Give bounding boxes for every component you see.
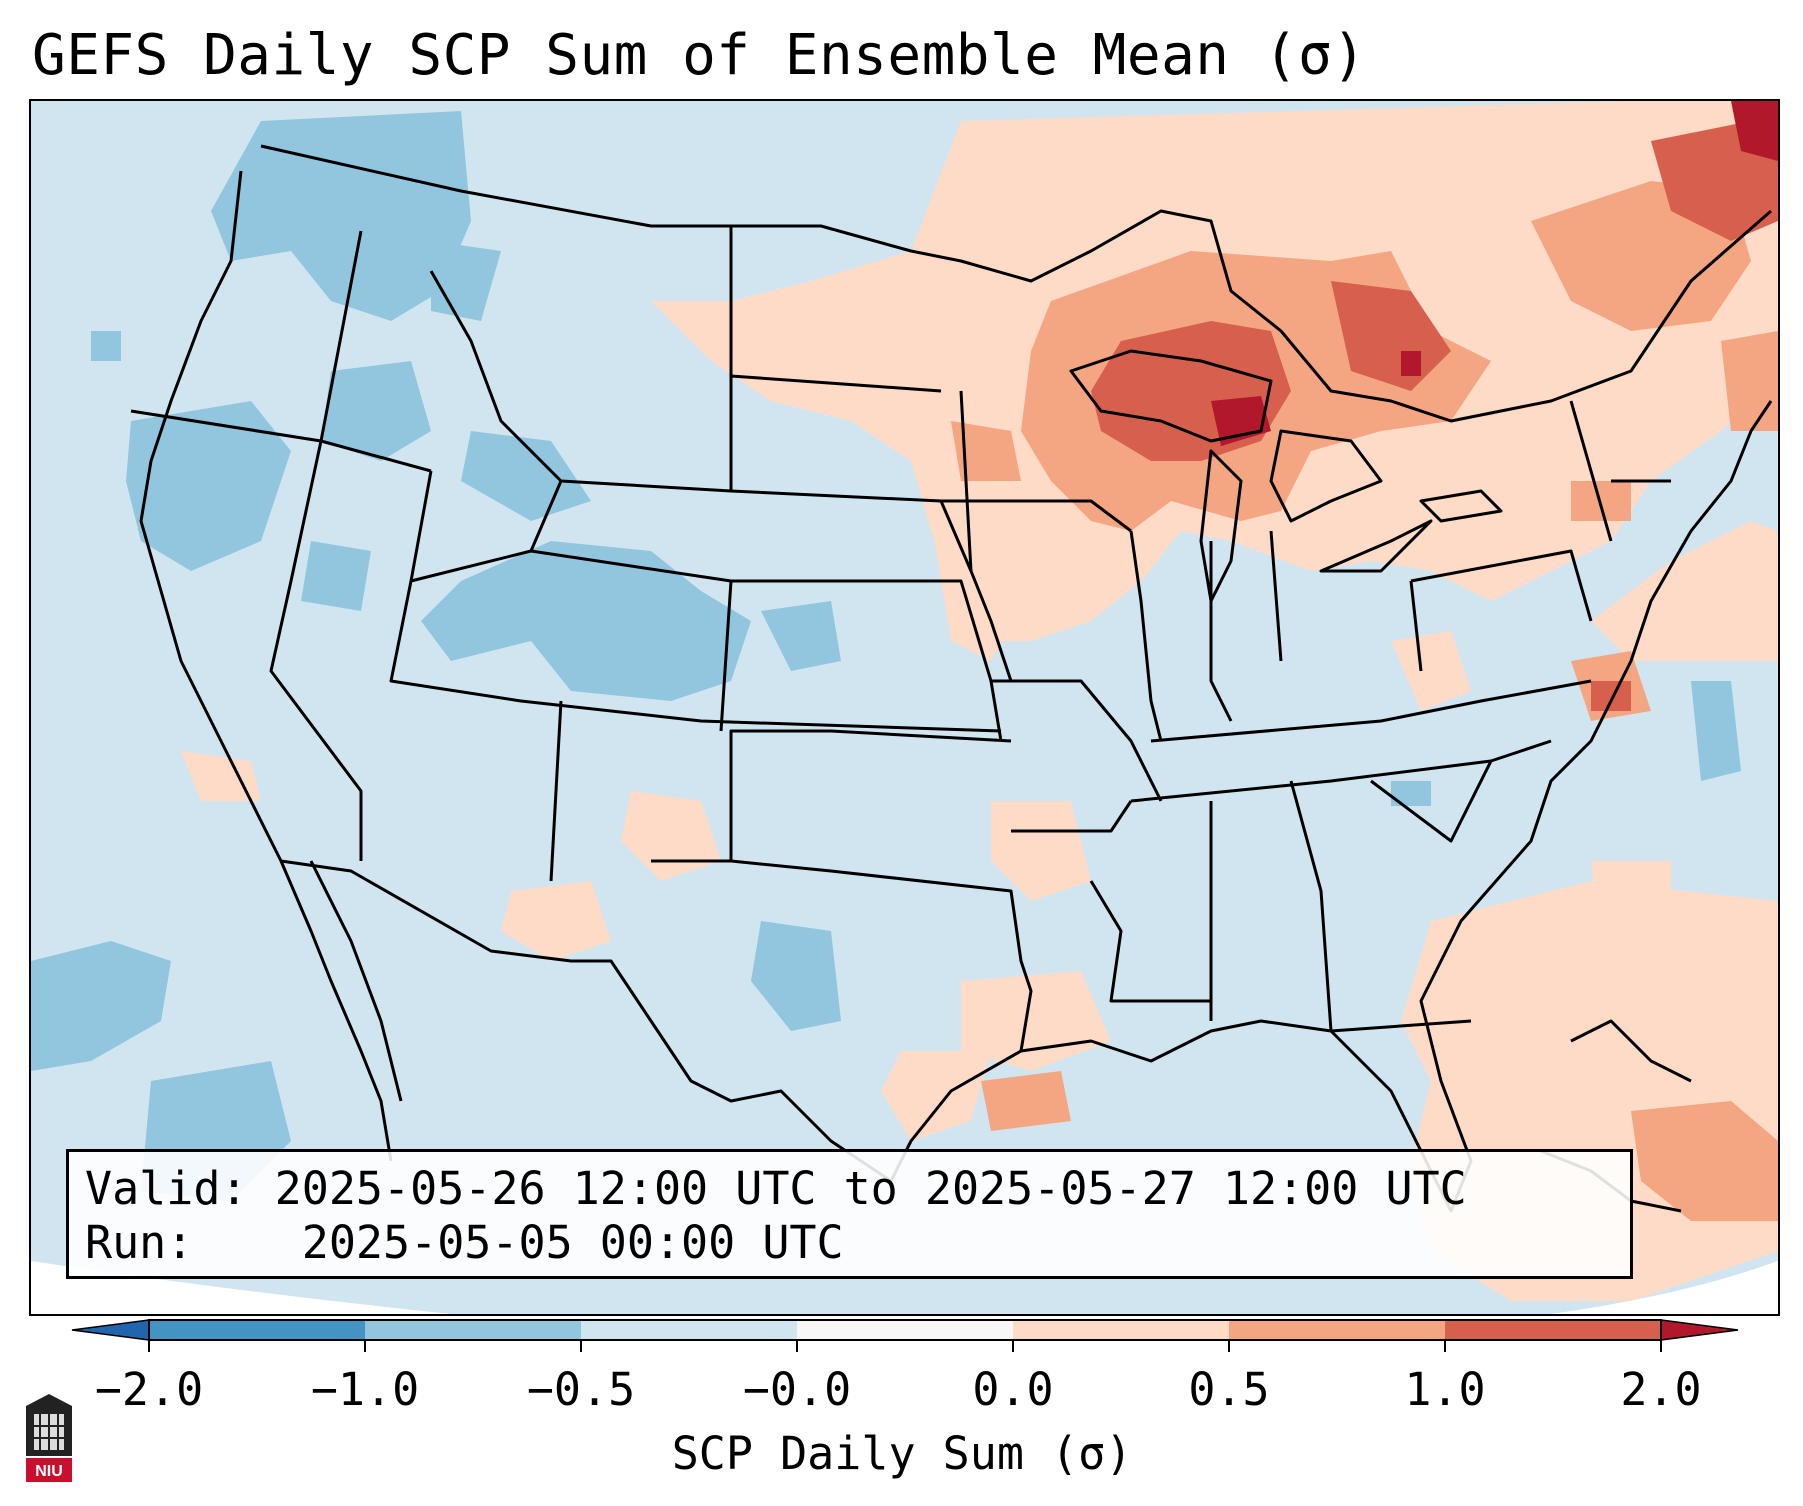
map-borders	[130, 144, 1773, 1213]
iowa-border	[959, 390, 1013, 682]
colorbar-tick-label: −0.5	[526, 1363, 636, 1416]
oregon-border	[130, 409, 432, 473]
run-line: Run: 2025-05-05 00:00 UTC	[85, 1216, 1630, 1270]
map-title: GEFS Daily SCP Sum of Ensemble Mean (σ)	[32, 23, 1367, 88]
negative-anomaly-regions	[31, 111, 1741, 1201]
lake-erie	[1319, 519, 1433, 573]
domain-edge-left	[31, 1261, 451, 1314]
run-value: 2025-05-05 00:00 UTC	[301, 1216, 844, 1269]
indiana-border	[1209, 541, 1233, 722]
lake-superior	[1069, 349, 1273, 443]
nd-sd-border	[730, 374, 942, 393]
colorbar-tick-label: 2.0	[1620, 1363, 1702, 1416]
idaho-border	[410, 270, 563, 583]
az-nm-border	[549, 700, 563, 882]
valid-run-info-box: Valid: 2025-05-26 12:00 UTC to 2025-05-2…	[66, 1149, 1633, 1279]
new-england-border	[1569, 400, 1613, 542]
colorbar-tick-label: 1.0	[1404, 1363, 1486, 1416]
illinois-border	[1129, 530, 1163, 742]
colorbar-outline	[148, 1319, 1662, 1341]
pa-west-border	[1409, 580, 1423, 672]
colorbar-tick-label: −1.0	[310, 1363, 420, 1416]
baja-coastline	[309, 860, 403, 1102]
colorbar-tick-label: −0.0	[742, 1363, 852, 1416]
lake-michigan	[1199, 449, 1243, 603]
valid-line: Valid: 2025-05-26 12:00 UTC to 2025-05-2…	[85, 1162, 1630, 1216]
carolinas-border	[1370, 739, 1552, 843]
logo-text: NIU	[35, 1463, 63, 1480]
al-ga-border	[1289, 780, 1333, 1032]
east-gulf-coastline	[889, 400, 1773, 1213]
colorbar-tick-label: −2.0	[94, 1363, 204, 1416]
domain-edge-right	[1551, 1261, 1778, 1314]
colorbar-tick-label: 0.5	[1188, 1363, 1270, 1416]
nevada-border	[269, 230, 363, 861]
utah-colorado-border	[389, 470, 1002, 733]
iowa-north-border	[941, 499, 1132, 533]
colorbar-extend-low	[71, 1319, 150, 1341]
louisiana-border	[1089, 880, 1211, 1003]
oklahoma-border	[729, 729, 1012, 861]
colorbar-bin-7	[1445, 1320, 1661, 1340]
extreme-positive-regions	[1211, 101, 1778, 446]
colorado-east-border	[719, 580, 733, 732]
colorbar	[71, 1319, 1739, 1352]
colorbar-ticks	[148, 1340, 1662, 1352]
valid-label: Valid:	[85, 1162, 248, 1215]
wyoming-nebraska-border	[530, 549, 1003, 742]
colorbar-tick-label: 0.0	[972, 1363, 1054, 1416]
valid-value: 2025-05-26 12:00 UTC to 2025-05-27 12:00…	[274, 1162, 1467, 1215]
map-panel	[29, 99, 1780, 1316]
colorbar-bin-4	[797, 1320, 1013, 1340]
montana-border	[560, 479, 973, 572]
fl-border	[1330, 1019, 1472, 1033]
tn-south-border	[1130, 759, 1492, 803]
pa-border	[1410, 549, 1593, 622]
tn-kentucky-border	[1150, 679, 1592, 743]
colorbar-bin-2	[365, 1320, 581, 1340]
colorbar-bin-1	[149, 1320, 365, 1340]
mexico-border	[280, 859, 892, 1183]
lake-huron	[1269, 429, 1383, 523]
colorbar-extend-high	[1660, 1319, 1739, 1341]
niu-logo-icon: NIU	[26, 1394, 72, 1482]
bahamas	[1570, 1019, 1692, 1083]
colorbar-bin-3	[581, 1320, 797, 1340]
colorbar-label: SCP Daily Sum (σ)	[671, 1427, 1133, 1480]
colorbar-bin-5	[1013, 1320, 1229, 1340]
missouri-border	[991, 679, 1163, 802]
ohio-border	[1269, 530, 1283, 662]
arkansas-border	[1011, 800, 1133, 833]
colorbar-bin-6	[1229, 1320, 1445, 1340]
scp-map	[31, 101, 1778, 1314]
west-coastline	[139, 170, 393, 1162]
run-label: Run:	[85, 1216, 194, 1269]
lake-ontario	[1419, 489, 1503, 523]
canada-border	[260, 144, 1772, 423]
